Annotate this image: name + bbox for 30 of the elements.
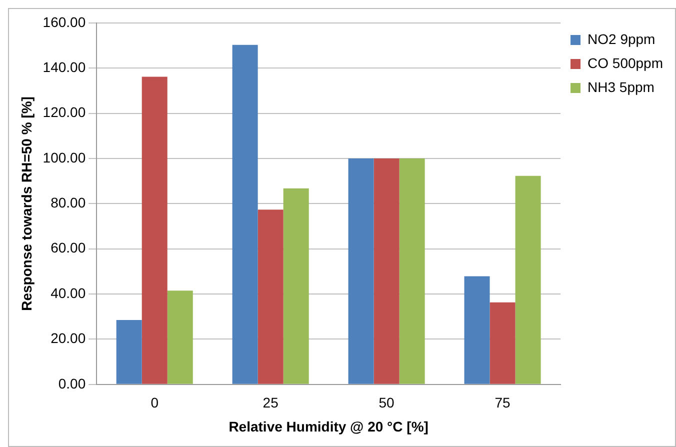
bar bbox=[515, 176, 541, 384]
x-tick-label: 25 bbox=[262, 394, 279, 411]
bar bbox=[283, 188, 309, 384]
bar bbox=[374, 158, 400, 384]
legend-label: CO 500ppm bbox=[588, 54, 663, 71]
legend-label: NH3 5ppm bbox=[588, 78, 654, 95]
bar bbox=[464, 276, 490, 384]
x-tick-label: 0 bbox=[150, 394, 159, 411]
bar bbox=[167, 290, 193, 384]
bar bbox=[258, 210, 284, 384]
x-tick-label: 50 bbox=[378, 394, 395, 411]
y-axis-title: Response towards RH=50 % [%] bbox=[18, 96, 34, 311]
y-tick-label: 100.00 bbox=[42, 149, 86, 166]
bar bbox=[232, 44, 258, 384]
y-tick-label: 120.00 bbox=[42, 104, 86, 120]
y-tick-label: 60.00 bbox=[50, 240, 86, 256]
y-tick-label: 0.00 bbox=[58, 375, 86, 392]
y-tick-label: 80.00 bbox=[50, 194, 86, 211]
x-tick-label: 75 bbox=[494, 394, 511, 411]
y-tick-label: 160.00 bbox=[42, 14, 86, 30]
bar bbox=[490, 302, 516, 384]
legend-label: NO2 9ppm bbox=[588, 30, 656, 47]
x-axis-title: Relative Humidity @ 20 °C [%] bbox=[228, 418, 428, 434]
y-tick-label: 40.00 bbox=[50, 284, 86, 301]
bar bbox=[348, 158, 374, 384]
y-tick-label: 140.00 bbox=[42, 59, 86, 76]
bar bbox=[399, 158, 425, 384]
bar bbox=[142, 76, 168, 384]
bar bbox=[116, 320, 142, 384]
y-tick-label: 20.00 bbox=[50, 330, 86, 346]
